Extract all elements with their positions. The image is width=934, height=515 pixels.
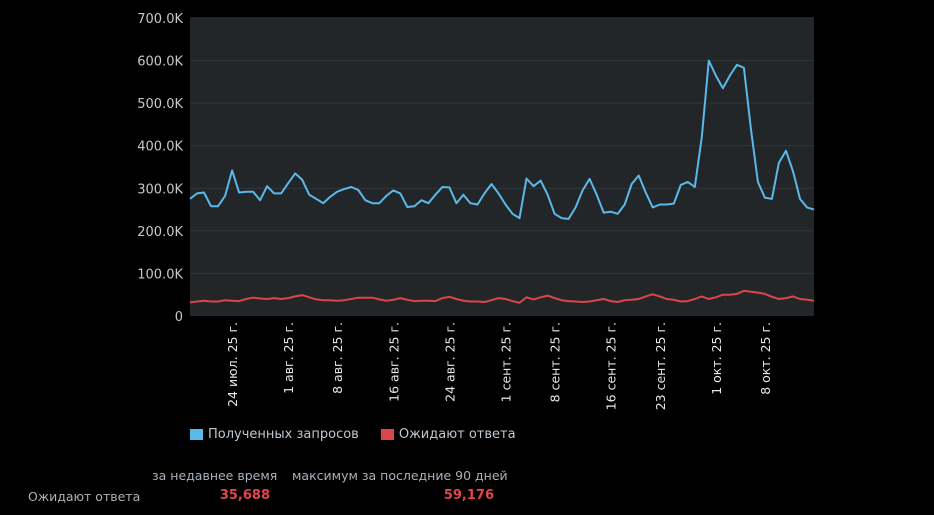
stats-row-label: Ожидают ответа (28, 489, 141, 504)
stats-header-max: максимум за последние 90 дней (292, 468, 508, 483)
series-line-received (189, 59, 815, 220)
y-tick-label: 0 (175, 310, 183, 325)
x-tick-label: 23 сент. 25 г. (653, 322, 668, 410)
legend-label-awaiting: Ожидают ответа (398, 427, 516, 442)
legend-swatch-awaiting (380, 429, 394, 440)
y-tick-label: 700.0K (137, 12, 183, 27)
x-tick-label: 1 авг. 25 г. (281, 322, 296, 394)
legend-item-awaiting[interactable]: Ожидают ответа (380, 427, 516, 442)
legend: Полученных запросов Ожидают ответа (190, 427, 516, 442)
legend-item-received[interactable]: Полученных запросов (190, 427, 359, 442)
stats-recent-value: 35,688 (219, 488, 270, 503)
y-tick-label: 300.0K (137, 182, 183, 197)
y-tick-label: 500.0K (137, 97, 183, 112)
y-tick-label: 200.0K (137, 225, 183, 240)
x-tick-label: 16 авг. 25 г. (386, 322, 401, 402)
stats-header-recent: за недавнее время (152, 468, 278, 483)
x-tick-label: 24 июл. 25 г. (225, 322, 240, 407)
y-tick-label: 400.0K (137, 140, 183, 155)
x-tick-label: 8 авг. 25 г. (330, 322, 345, 394)
x-tick-label: 1 окт. 25 г. (709, 322, 724, 395)
y-tick-label: 600.0K (137, 55, 183, 70)
line-chart: 0 100.0K 200.0K 300.0K 400.0K 500.0K 600.0K 700… (137, 12, 815, 410)
x-tick-label: 8 окт. 25 г. (758, 322, 773, 395)
x-tick-label: 1 сент. 25 г. (499, 322, 514, 402)
stats-max-value: 59,176 (443, 488, 494, 503)
legend-swatch-received (190, 429, 203, 440)
legend-label-received: Полученных запросов (208, 427, 359, 442)
x-tick-label: 16 сент. 25 г. (604, 322, 619, 410)
series-line-awaiting (189, 289, 815, 304)
plot-area (190, 18, 814, 316)
x-tick-label: 8 сент. 25 г. (548, 322, 563, 402)
y-tick-label: 100.0K (137, 267, 183, 282)
x-tick-label: 24 авг. 25 г. (442, 322, 457, 402)
stats-table: за недавнее время максимум за последние … (0, 468, 520, 508)
